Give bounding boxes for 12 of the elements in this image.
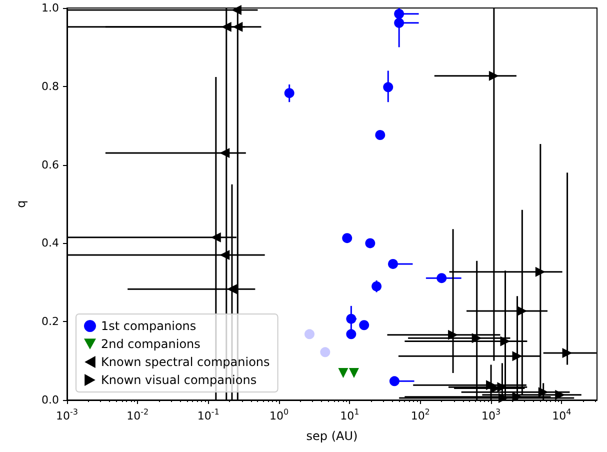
legend-label: 1st companions <box>101 319 196 333</box>
legend-label: Known spectral companions <box>101 355 270 369</box>
y-tick-label: 0.6 <box>42 158 59 172</box>
y-tick-label: 1.0 <box>42 2 59 14</box>
y-tick-label: 0.0 <box>42 394 59 406</box>
y-axis-title: q <box>14 200 28 208</box>
legend-label: Known visual companions <box>101 373 257 387</box>
legend-label: 2nd companions <box>101 337 200 351</box>
y-tick-label: 0.8 <box>42 80 59 93</box>
y-tick-label: 0.2 <box>42 315 59 328</box>
y-tick-label: 0.4 <box>42 236 59 250</box>
x-axis-title: sep (AU) <box>306 429 358 443</box>
